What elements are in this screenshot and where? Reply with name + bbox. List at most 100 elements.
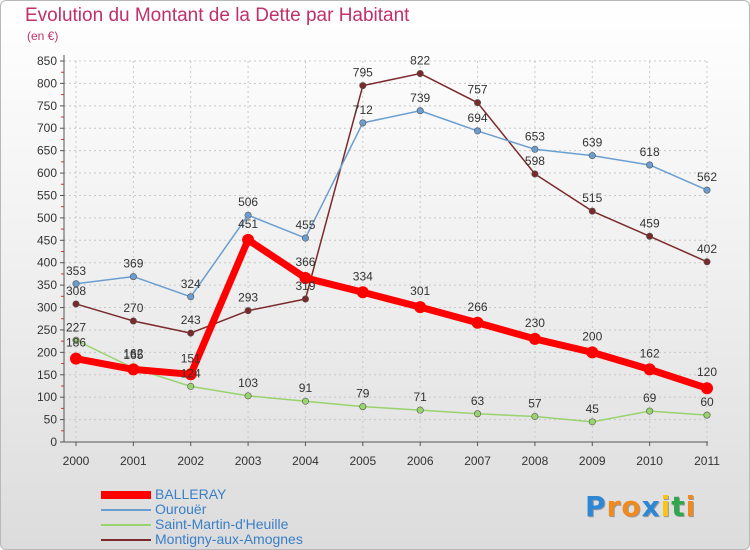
chart-subtitle: (en €) [27, 29, 59, 43]
data-label: 69 [643, 391, 657, 405]
y-tick-label: 600 [37, 166, 57, 180]
x-tick-label: 2004 [292, 454, 319, 468]
y-tick-label: 750 [37, 99, 57, 113]
data-label: 353 [66, 264, 86, 278]
x-tick-label: 2000 [63, 454, 90, 468]
data-label: 63 [471, 394, 485, 408]
data-label: 124 [181, 366, 201, 380]
data-label: 230 [525, 316, 545, 330]
data-label: 712 [353, 103, 373, 117]
data-label: 151 [181, 351, 201, 365]
data-point [416, 107, 424, 115]
data-point [187, 293, 195, 301]
data-label: 293 [238, 291, 258, 305]
data-point [531, 170, 539, 178]
legend-item: Saint-Martin-d'Heuille [101, 516, 421, 532]
legend-item: Montigny-aux-Amognes [101, 531, 421, 547]
y-tick-label: 200 [37, 345, 57, 359]
legend-swatch [101, 491, 151, 499]
data-point [184, 368, 197, 381]
legend-label: Montigny-aux-Amognes [155, 531, 303, 547]
y-tick-label: 800 [37, 76, 57, 90]
legend-swatch [101, 524, 151, 526]
data-label: 301 [410, 284, 430, 298]
logo-letter: P [585, 490, 607, 523]
data-point [359, 119, 367, 127]
legend-swatch [101, 509, 151, 511]
data-label: 506 [238, 195, 258, 209]
data-point [703, 258, 711, 266]
data-label: 515 [582, 191, 602, 205]
data-point [531, 145, 539, 153]
series-line-0 [72, 236, 711, 392]
data-point [703, 186, 711, 194]
x-tick-label: 2001 [120, 454, 147, 468]
logo-letter: o [621, 490, 642, 523]
data-point [127, 363, 140, 376]
y-tick-label: 500 [37, 211, 57, 225]
data-point [471, 316, 484, 329]
data-point [416, 406, 424, 414]
legend-swatch [101, 539, 151, 541]
data-label: 822 [410, 54, 430, 68]
x-tick-label: 2009 [579, 454, 606, 468]
data-point [646, 232, 654, 240]
x-tick-label: 2008 [522, 454, 549, 468]
data-label: 402 [697, 242, 717, 256]
data-label: 739 [410, 91, 430, 105]
data-label: 366 [295, 255, 315, 269]
data-point [129, 317, 137, 325]
x-tick-label: 2003 [235, 454, 262, 468]
data-point [643, 363, 656, 376]
data-point [528, 332, 541, 345]
data-point [187, 382, 195, 390]
logo-letter: t [671, 490, 686, 523]
legend-label: Saint-Martin-d'Heuille [155, 516, 289, 532]
data-label: 451 [238, 217, 258, 231]
data-point [301, 234, 309, 242]
data-point [588, 152, 596, 160]
data-label: 266 [468, 300, 488, 314]
data-point [703, 411, 711, 419]
legend-label: Ourouër [155, 501, 207, 517]
data-point [299, 271, 312, 284]
proxiti-logo: Proxiti [585, 490, 696, 523]
data-label: 227 [66, 320, 86, 334]
data-label: 270 [123, 301, 143, 315]
data-label: 200 [582, 329, 602, 343]
data-point [701, 382, 713, 395]
data-point [301, 295, 309, 303]
data-label: 243 [181, 313, 201, 327]
data-point [356, 286, 369, 299]
data-label: 71 [414, 390, 428, 404]
data-label: 45 [586, 402, 600, 416]
data-label: 186 [66, 336, 86, 350]
y-tick-label: 350 [37, 278, 57, 292]
data-point [244, 307, 252, 315]
data-label: 334 [353, 269, 373, 283]
data-point [242, 233, 255, 246]
data-label: 319 [295, 279, 315, 293]
series-line-2 [75, 339, 708, 423]
y-tick-label: 850 [37, 54, 57, 68]
y-tick-label: 700 [37, 121, 57, 135]
y-tick-label: 150 [37, 368, 57, 382]
data-label: 369 [123, 257, 143, 271]
data-label: 618 [640, 145, 660, 159]
data-label: 103 [238, 376, 258, 390]
data-point [72, 336, 80, 344]
data-label: 308 [66, 284, 86, 298]
data-label: 455 [295, 218, 315, 232]
legend: BALLERAY Ourouër Saint-Martin-d'Heuille Mon… [101, 486, 421, 547]
x-tick-label: 2010 [636, 454, 663, 468]
x-tick-label: 2011 [694, 454, 720, 468]
data-point [359, 403, 367, 411]
data-label: 324 [181, 277, 201, 291]
y-tick-label: 650 [37, 144, 57, 158]
data-point [244, 211, 252, 219]
data-label: 60 [700, 395, 714, 409]
data-label: 795 [353, 66, 373, 80]
y-tick-label: 300 [37, 301, 57, 315]
data-point [72, 300, 80, 308]
